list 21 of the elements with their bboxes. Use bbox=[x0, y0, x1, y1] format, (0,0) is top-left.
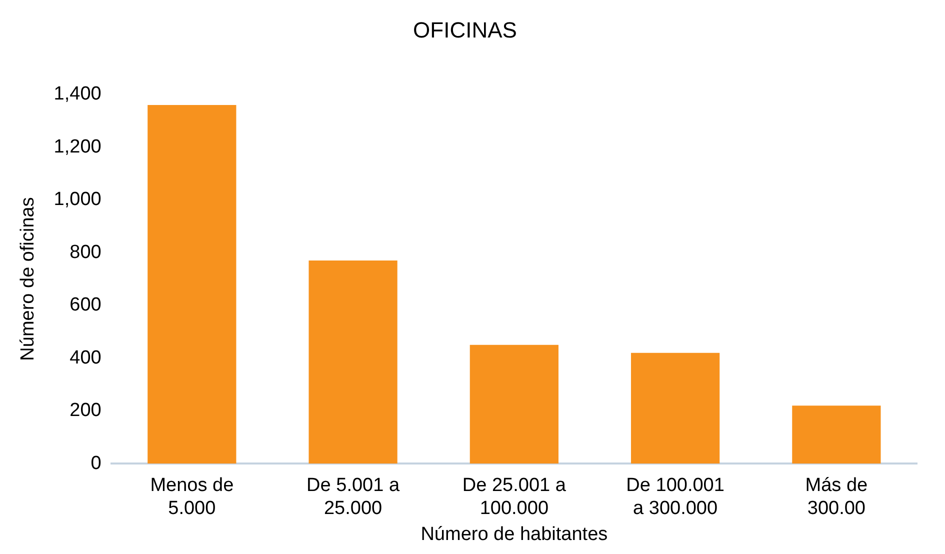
bar bbox=[470, 344, 558, 464]
y-tick-label: 600 bbox=[70, 294, 102, 316]
y-tick-label: 0 bbox=[90, 452, 102, 474]
bar bbox=[308, 260, 398, 464]
x-tick-label: De 100.001 a 300.000 bbox=[626, 475, 724, 520]
chart-title: OFICINAS bbox=[413, 17, 517, 42]
bar bbox=[630, 352, 720, 464]
y-tick-label: 1,000 bbox=[54, 189, 102, 210]
x-tick-label: Menos de 5.000 bbox=[150, 475, 234, 520]
bar bbox=[148, 104, 236, 464]
bar bbox=[792, 406, 881, 464]
y-tick-label: 800 bbox=[70, 242, 102, 263]
y-tick-label: 1,200 bbox=[54, 136, 102, 158]
y-tick-label: 1,400 bbox=[54, 84, 102, 105]
x-tick-label: De 25.001 a 100.000 bbox=[462, 475, 566, 520]
y-tick-label: 200 bbox=[70, 400, 102, 422]
x-axis-title: Número de habitantes bbox=[420, 524, 608, 545]
x-tick-label: Más de 300.00 bbox=[805, 475, 868, 520]
x-tick-label: De 5.001 a 25.000 bbox=[306, 475, 400, 520]
y-tick-label: 400 bbox=[70, 347, 102, 368]
y-axis-title: Número de oficinas bbox=[18, 197, 39, 361]
